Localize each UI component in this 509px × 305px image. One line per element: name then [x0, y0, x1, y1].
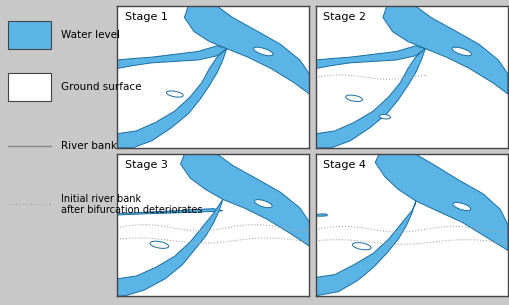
Polygon shape [117, 46, 227, 69]
Ellipse shape [150, 241, 169, 248]
Ellipse shape [352, 242, 371, 250]
Polygon shape [117, 209, 223, 215]
Text: Water level: Water level [61, 30, 120, 40]
Polygon shape [375, 154, 508, 250]
Ellipse shape [254, 200, 272, 208]
Bar [8, 73, 51, 101]
Polygon shape [316, 201, 416, 296]
Text: Initial river bank
after bifurcation deteriorates: Initial river bank after bifurcation det… [61, 194, 202, 215]
Text: Stage 2: Stage 2 [323, 12, 366, 22]
Text: Stage 1: Stage 1 [125, 12, 167, 22]
Ellipse shape [346, 95, 362, 102]
Ellipse shape [253, 47, 273, 56]
Text: Stage 4: Stage 4 [323, 160, 366, 170]
Polygon shape [181, 154, 309, 246]
Polygon shape [316, 49, 425, 148]
Ellipse shape [379, 114, 390, 119]
Ellipse shape [166, 91, 183, 97]
Text: River bank: River bank [61, 142, 117, 151]
Ellipse shape [453, 203, 471, 210]
Text: Ground surface: Ground surface [61, 82, 142, 92]
Ellipse shape [452, 47, 471, 56]
Polygon shape [383, 6, 508, 94]
Polygon shape [316, 46, 425, 69]
Polygon shape [117, 49, 227, 148]
Polygon shape [316, 214, 327, 216]
Bar [8, 21, 51, 49]
Text: Stage 3: Stage 3 [125, 160, 167, 170]
Polygon shape [117, 199, 223, 296]
Polygon shape [184, 6, 309, 94]
